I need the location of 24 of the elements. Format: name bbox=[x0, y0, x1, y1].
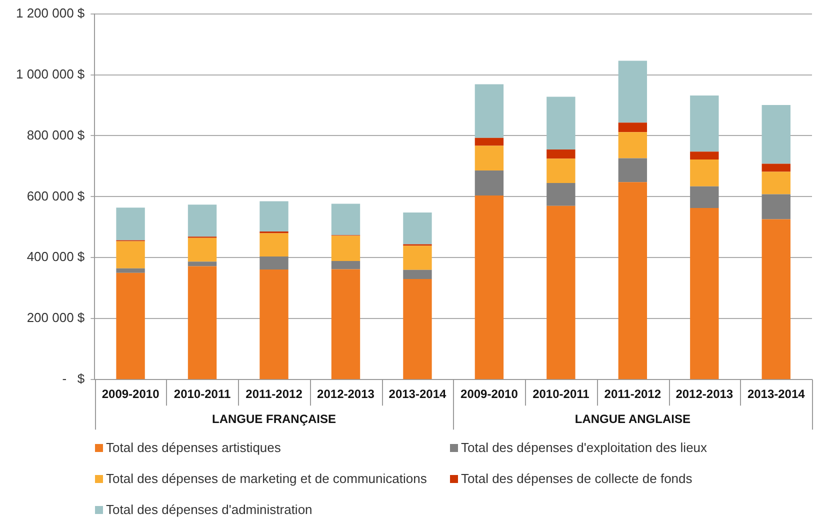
y-tick-label: 400 000 $ bbox=[26, 249, 86, 264]
x-tick-label: 2010-2011 bbox=[532, 387, 590, 402]
legend-label: Total des dépenses artistiques bbox=[106, 440, 281, 455]
text: LANGUE ANGLAISE bbox=[574, 412, 690, 426]
x-tick-label: 2013-2014 bbox=[388, 387, 446, 402]
y-tick-label: 1 000 000 $ bbox=[16, 66, 86, 82]
legend-label: Total des dépenses de collecte de fonds bbox=[461, 471, 692, 486]
legend-label: Total des dépenses de marketing et de communications bbox=[106, 471, 427, 486]
x-tick-label: 2012-2013 bbox=[317, 387, 375, 402]
y-tick-label: 600 000 $ bbox=[26, 188, 86, 204]
x-tick-label: 2009-2010 bbox=[102, 387, 160, 402]
x-tick-label: 2011-2012 bbox=[604, 387, 662, 402]
text: LANGUE FRANÇAISE bbox=[212, 412, 336, 426]
y-tick-label: 200 000 $ bbox=[26, 310, 86, 326]
x-tick-label: 2012-2013 bbox=[676, 387, 734, 402]
y-tick-label: 800 000 $ bbox=[26, 127, 86, 142]
legend-label: Total des dépenses d'administration bbox=[106, 502, 312, 517]
x-tick-label: 2009-2010 bbox=[460, 387, 518, 402]
y-tick-label: 1 200 000 $ bbox=[16, 5, 86, 20]
x-tick-label: 2010-2011 bbox=[174, 387, 231, 402]
x-tick-label: 2011-2012 bbox=[246, 387, 303, 402]
x-tick-label: 2013-2014 bbox=[747, 387, 806, 402]
legend-label: Total des dépenses d'exploitation des lieux bbox=[461, 440, 708, 455]
y-tick-label: - $ bbox=[62, 371, 86, 386]
